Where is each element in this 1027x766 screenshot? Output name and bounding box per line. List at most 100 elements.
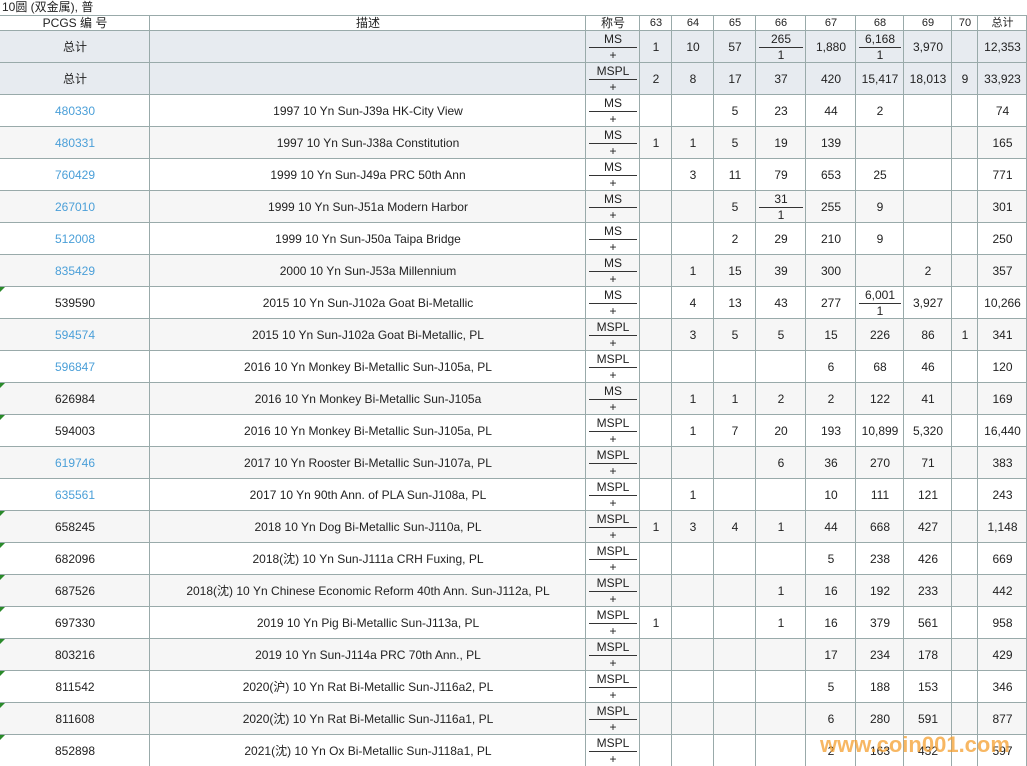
pcgs-number[interactable]: 619746 — [54, 456, 96, 470]
pcgs-number[interactable]: 596847 — [54, 360, 96, 374]
designation-divider — [589, 239, 637, 240]
grade-count: 5 — [777, 328, 785, 342]
grade-count: 5 — [731, 136, 739, 150]
header-cell — [952, 15, 978, 31]
grade-count: 121 — [917, 488, 939, 502]
designation-divider — [589, 271, 637, 272]
grade-count: 255 — [820, 200, 842, 214]
grade-count: 420 — [820, 72, 842, 86]
pcgs-number[interactable]: 760429 — [54, 168, 96, 182]
cell — [672, 95, 714, 127]
grade-divider — [759, 47, 803, 48]
cell — [714, 31, 756, 63]
plus-marker: + — [609, 528, 617, 542]
cell — [672, 127, 714, 159]
designation-divider — [589, 559, 637, 560]
cell — [0, 415, 150, 447]
pcgs-number[interactable]: 512008 — [54, 232, 96, 246]
header-cell — [672, 15, 714, 31]
cell — [150, 223, 586, 255]
grade-count: 1 — [777, 520, 785, 534]
pcgs-number[interactable]: 635561 — [54, 488, 96, 502]
header-cell — [756, 15, 806, 31]
cell — [672, 543, 714, 575]
cell — [150, 31, 586, 63]
cell — [952, 383, 978, 415]
grade-count: 10 — [824, 488, 838, 502]
cell — [150, 607, 586, 639]
header-label: PCGS 编 号 — [42, 16, 108, 30]
grade-count: 5 — [827, 552, 835, 566]
cell — [952, 511, 978, 543]
description: 2018(沈) 10 Yn Chinese Economic Reform 40… — [186, 584, 550, 598]
description: 2016 10 Yn Monkey Bi-Metallic Sun-J105a,… — [244, 360, 492, 374]
cell — [904, 447, 952, 479]
designation-divider — [589, 687, 637, 688]
designation-divider — [589, 207, 637, 208]
designation: MSPL — [596, 416, 630, 430]
pcgs-number[interactable]: 480330 — [54, 104, 96, 118]
cell — [952, 351, 978, 383]
comment-marker — [0, 703, 5, 708]
description: 2016 10 Yn Monkey Bi-Metallic Sun-J105a — [254, 392, 482, 406]
grade-count: 6,001 — [864, 288, 896, 302]
grade-count: 10,899 — [861, 424, 899, 438]
cell — [0, 351, 150, 383]
designation: MSPL — [596, 576, 630, 590]
cell — [904, 703, 952, 735]
cell — [978, 447, 1027, 479]
cell — [672, 63, 714, 95]
row-total: 429 — [992, 648, 1013, 662]
description: 2015 10 Yn Sun-J102a Goat Bi-Metallic — [262, 296, 474, 310]
cell — [0, 543, 150, 575]
grade-count: 9 — [876, 232, 884, 246]
pcgs-number: 539590 — [54, 296, 96, 310]
comment-marker — [0, 383, 5, 388]
cell — [0, 223, 150, 255]
cell — [806, 575, 856, 607]
cell — [640, 671, 672, 703]
description: 2016 10 Yn Monkey Bi-Metallic Sun-J105a,… — [244, 424, 492, 438]
cell — [806, 383, 856, 415]
cell — [904, 735, 952, 766]
cell — [714, 255, 756, 287]
cell — [904, 95, 952, 127]
cell — [756, 319, 806, 351]
cell — [640, 223, 672, 255]
pcgs-number: 总计 — [62, 40, 87, 54]
grade-count: 193 — [820, 424, 842, 438]
grade-count: 1 — [689, 264, 697, 278]
pcgs-number[interactable]: 835429 — [54, 264, 96, 278]
cell — [0, 447, 150, 479]
row-total: 165 — [992, 136, 1013, 150]
cell — [150, 191, 586, 223]
designation-divider — [589, 303, 637, 304]
pcgs-number[interactable]: 594574 — [54, 328, 96, 342]
cell — [856, 95, 904, 127]
cell — [806, 351, 856, 383]
grade-count: 3 — [689, 328, 697, 342]
pcgs-number[interactable]: 267010 — [54, 200, 96, 214]
description: 1999 10 Yn Sun-J49a PRC 50th Ann — [270, 168, 466, 182]
grade-count: 19 — [774, 136, 788, 150]
header-label: 称号 — [600, 16, 625, 30]
cell — [672, 415, 714, 447]
designation: MSPL — [596, 64, 630, 78]
grade-count: 432 — [917, 744, 939, 758]
cell — [640, 319, 672, 351]
pcgs-number: 626984 — [54, 392, 96, 406]
grade-count: 6 — [827, 712, 835, 726]
plus-marker: + — [609, 432, 617, 446]
header-label: 63 — [649, 17, 663, 29]
cell — [672, 351, 714, 383]
grade-count: 265 — [770, 32, 792, 46]
grade-count: 1 — [652, 616, 660, 630]
pcgs-number[interactable]: 480331 — [54, 136, 96, 150]
description: 2019 10 Yn Pig Bi-Metallic Sun-J113a, PL — [256, 616, 480, 630]
cell — [904, 607, 952, 639]
cell — [904, 511, 952, 543]
cell — [952, 159, 978, 191]
cell — [756, 447, 806, 479]
header-cell — [640, 15, 672, 31]
